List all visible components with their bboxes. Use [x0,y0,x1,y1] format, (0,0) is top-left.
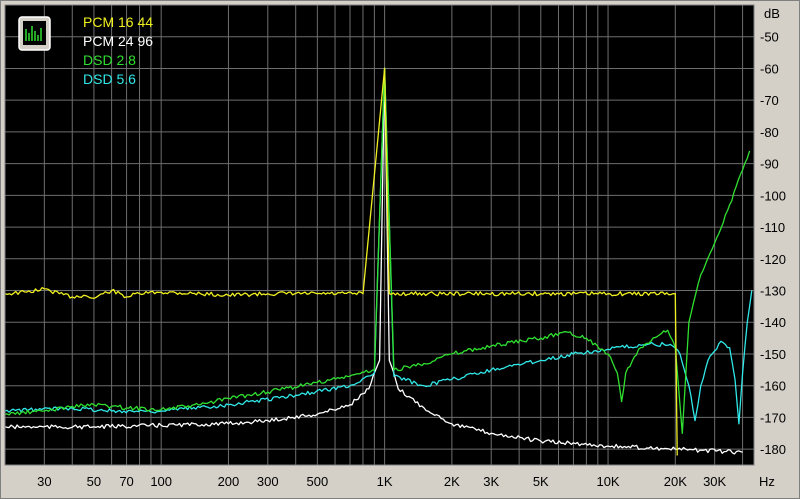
x-tick-label: 3K [483,474,499,489]
x-tick-label: 2K [444,474,460,489]
legend-entry: PCM 16 44 [83,14,153,30]
x-tick-label: 70 [119,474,133,489]
x-tick-label: 10K [596,474,619,489]
y-tick-label: -70 [760,93,779,108]
plot-border [4,4,755,466]
y-tick-label: -60 [760,61,779,76]
y-tick-label: -90 [760,157,779,172]
series-line-pcm-16-44 [4,67,678,456]
y-tick-label: -150 [760,347,786,362]
x-tick-label: 500 [306,474,328,489]
x-tick-label: 300 [257,474,279,489]
x-tick-label: 5K [533,474,549,489]
y-tick-label: -120 [760,252,786,267]
x-tick-label: 200 [218,474,240,489]
y-tick-label: -160 [760,379,786,394]
y-tick-label: -140 [760,315,786,330]
x-axis-label: Hz [759,474,775,489]
legend-entry: PCM 24 96 [83,33,153,49]
y-tick-label: -170 [760,410,786,425]
x-tick-label: 1K [377,474,393,489]
x-tick-label: 50 [87,474,101,489]
y-tick-label: -180 [760,442,786,457]
series-line-dsd-5-6 [4,67,753,425]
x-tick-label: 20K [664,474,687,489]
x-tick-label: 30K [703,474,726,489]
legend: PCM 16 44 PCM 24 96 DSD 2.8 DSD 5.6 [83,14,153,87]
x-axis: 30 50 70 100 200 300 500 1K 2K 3K 5K 10K 20K 30K [37,474,726,489]
y-tick-label: -110 [760,220,785,235]
series-group [4,67,753,456]
y-tick-label: -50 [760,30,779,45]
chart-icon[interactable] [18,16,51,51]
y-tick-label: -130 [760,284,786,299]
y-tick-label: -100 [760,188,786,203]
y-axis: -50 -60 -70 -80 -90 -100 -110 -120 -130 -140 -150 -… [760,30,786,457]
series-line-dsd-2-8 [4,67,751,434]
grid [4,5,754,465]
series-line-pcm-24-96 [4,67,743,455]
y-axis-label: dB [764,6,780,21]
x-tick-label: 30 [37,474,51,489]
legend-entry: DSD 2.8 [83,52,136,68]
y-tick-label: -80 [760,125,779,140]
x-tick-label: 100 [150,474,172,489]
legend-entry: DSD 5.6 [83,71,136,87]
